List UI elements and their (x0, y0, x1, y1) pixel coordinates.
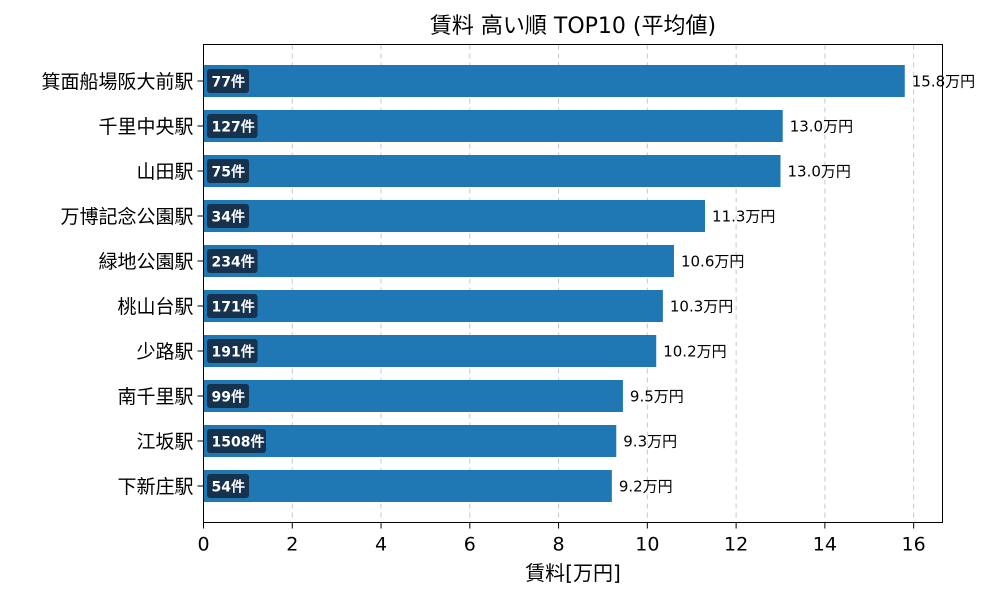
value-label: 15.8万円 (912, 73, 975, 91)
count-badge (207, 159, 249, 183)
x-tick-label: 12 (724, 534, 748, 556)
count-label: 34件 (212, 209, 245, 226)
x-tick-label: 0 (197, 534, 209, 556)
value-label: 13.0万円 (790, 118, 853, 136)
chart-title: 賃料 高い順 TOP10 (平均値) (430, 14, 716, 39)
bar (203, 155, 781, 187)
value-label: 11.3万円 (712, 208, 775, 226)
value-label: 9.5万円 (630, 388, 684, 406)
x-tick-label: 14 (813, 534, 837, 556)
x-tick-label: 8 (553, 534, 565, 556)
bar (203, 470, 612, 502)
x-tick-label: 6 (464, 534, 476, 556)
category-label: 緑地公園駅 (98, 251, 193, 273)
category-label: 山田駅 (136, 161, 193, 183)
count-label: 234件 (212, 254, 255, 271)
category-label: 江坂駅 (136, 431, 193, 453)
category-label: 箕面船場阪大前駅 (41, 71, 193, 93)
count-label: 171件 (212, 299, 255, 316)
bar (203, 110, 783, 142)
category-label: 南千里駅 (117, 386, 193, 408)
value-label: 9.2万円 (619, 478, 673, 496)
category-label: 万博記念公園駅 (60, 205, 193, 228)
count-label: 191件 (212, 344, 255, 361)
count-label: 75件 (212, 164, 245, 181)
count-badge (207, 114, 258, 138)
count-label: 99件 (212, 389, 245, 406)
count-badge (207, 249, 258, 273)
x-axis-ticks: 0 2 4 6 8 10 12 14 16 (197, 522, 926, 556)
x-axis-label: 賃料[万円] (525, 561, 621, 585)
value-label: 9.3万円 (623, 433, 677, 451)
count-label: 1508件 (212, 434, 265, 451)
category-labels: 箕面船場阪大前駅千里中央駅山田駅万博記念公園駅緑地公園駅桃山台駅少路駅南千里駅江… (41, 71, 204, 498)
value-label: 13.0万円 (787, 163, 850, 181)
value-label: 10.6万円 (681, 253, 744, 271)
value-label: 10.2万円 (663, 343, 726, 361)
category-label: 千里中央駅 (98, 116, 193, 138)
count-badge (207, 294, 258, 318)
bar (203, 380, 623, 412)
bar (203, 425, 617, 457)
count-label: 127件 (212, 119, 255, 136)
count-label: 54件 (212, 479, 245, 496)
bar (203, 200, 706, 232)
bars: 77件 15.8万円 127件 13.0万円 75件 13.0万円 34件 11.3万円 234… (203, 65, 975, 502)
bar (203, 335, 657, 367)
bar (203, 290, 663, 322)
count-badge (207, 474, 249, 498)
value-label: 10.3万円 (670, 298, 733, 316)
x-tick-label: 2 (286, 534, 298, 556)
count-badge (207, 429, 266, 453)
category-label: 下新庄駅 (117, 476, 193, 498)
x-tick-label: 16 (902, 534, 926, 556)
count-badge (207, 69, 249, 93)
x-tick-label: 4 (375, 534, 387, 556)
bar (203, 245, 674, 277)
category-label: 桃山台駅 (117, 296, 193, 318)
x-tick-label: 10 (635, 534, 659, 556)
count-badge (207, 339, 258, 363)
count-badge (207, 204, 249, 228)
plot-frame (203, 44, 943, 523)
count-badge (207, 384, 249, 408)
count-label: 77件 (212, 74, 245, 91)
bar (203, 65, 905, 97)
category-label: 少路駅 (136, 341, 193, 363)
